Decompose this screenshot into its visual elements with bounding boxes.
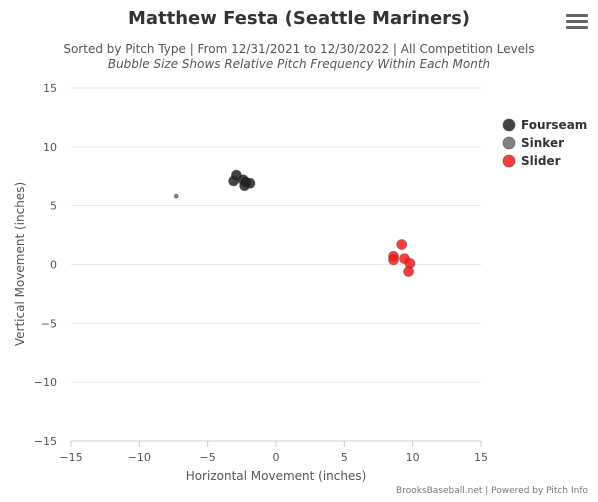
x-tick-label: 5 — [341, 451, 348, 464]
y-tick-label: 15 — [43, 82, 57, 95]
y-axis-title: Vertical Movement (inches) — [13, 182, 27, 346]
x-tick-label: −5 — [200, 451, 216, 464]
x-tick-labels: −15 −10 −5 0 5 10 15 — [59, 451, 488, 464]
legend[interactable]: Fourseam Sinker Slider — [502, 118, 587, 168]
point-slider[interactable] — [396, 239, 408, 250]
legend-label-fourseam[interactable]: Fourseam — [521, 118, 587, 132]
y-tick-labels: −15 −10 −5 0 5 10 15 — [34, 82, 57, 448]
y-tick-label: 10 — [43, 141, 57, 154]
x-tick-label: −15 — [59, 451, 82, 464]
x-axis-title: Horizontal Movement (inches) — [186, 469, 367, 483]
chart-title: Matthew Festa (Seattle Mariners) — [127, 8, 471, 29]
legend-marker-fourseam[interactable] — [502, 118, 516, 132]
y-tick-label: 0 — [50, 259, 57, 272]
y-tick-label: −15 — [34, 435, 57, 448]
legend-marker-slider[interactable] — [502, 154, 516, 168]
grid-lines — [71, 87, 481, 442]
y-tick-label: −10 — [34, 376, 57, 389]
x-tick-label: 0 — [273, 451, 280, 464]
x-tick-label: 10 — [406, 451, 420, 464]
legend-label-sinker[interactable]: Sinker — [521, 136, 564, 150]
y-tick-label: −5 — [41, 317, 57, 330]
axes — [70, 440, 482, 447]
chart-subtitle-note: Bubble Size Shows Relative Pitch Frequen… — [107, 57, 491, 71]
point-slider[interactable] — [403, 266, 414, 277]
legend-marker-sinker[interactable] — [502, 136, 516, 150]
x-tick-label: −10 — [128, 451, 151, 464]
chart-subtitle: Sorted by Pitch Type | From 12/31/2021 t… — [63, 42, 535, 56]
legend-label-slider[interactable]: Slider — [521, 154, 561, 168]
point-fourseam[interactable] — [244, 177, 256, 189]
point-sinker[interactable] — [173, 193, 179, 199]
credits-text: BrooksBaseball.net | Powered by Pitch In… — [396, 486, 588, 496]
x-tick-label: 15 — [474, 451, 488, 464]
hamburger-menu-icon[interactable] — [566, 14, 588, 34]
data-points — [173, 169, 416, 277]
point-slider[interactable] — [388, 254, 399, 266]
y-tick-label: 5 — [50, 200, 57, 213]
